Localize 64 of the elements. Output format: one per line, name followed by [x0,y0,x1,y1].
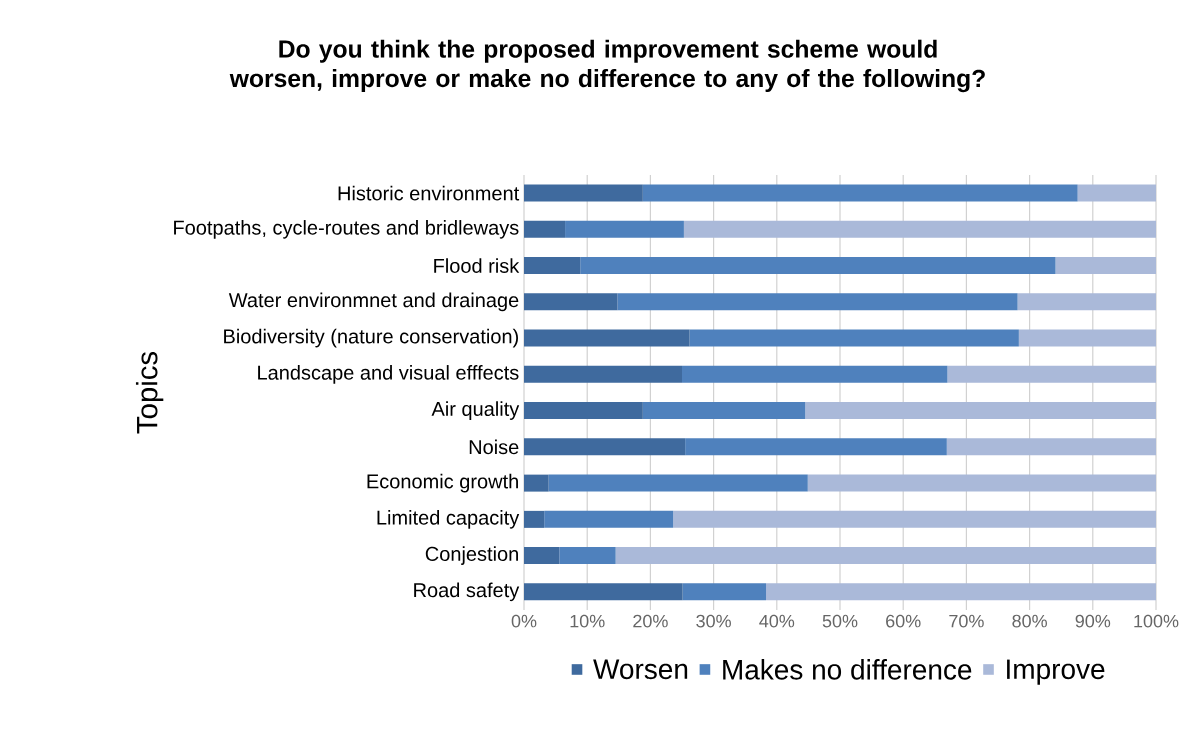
y-tick-label: Air quality [431,401,520,420]
legend-label: Improve [1007,659,1105,685]
bar [1018,329,1156,347]
bar [524,402,643,420]
y-tick-label: Conjestion [425,546,518,565]
y-axis-title: Topics [135,351,164,434]
x-tick-label: 100% [1134,614,1179,628]
x-tick-label: 0% [511,614,537,628]
bar [524,257,581,275]
bar [805,402,1156,420]
y-tick-label: Economic growth [367,473,518,493]
bar [524,184,643,202]
bar [548,474,808,492]
bar [673,510,1156,528]
x-tick-label: 80% [1012,614,1047,628]
bar [1077,184,1156,202]
x-tick-label: 30% [696,614,731,628]
y-tick-label: Limited capacity [377,510,520,529]
x-tick-label: 90% [1075,614,1111,628]
bar [524,365,682,383]
bar [615,547,1156,565]
bar [689,329,1019,347]
bar [524,510,545,528]
bar [524,583,683,601]
bar [682,365,948,383]
x-tick-label: 40% [759,614,795,628]
y-tick-label: Biodiversity (nature conservation) [224,328,518,348]
bar [946,438,1156,456]
y-tick-label: Landscape and visual efffects [258,365,519,384]
legend-label: Worsen [593,659,688,680]
bar [544,510,674,528]
bar [524,220,566,238]
bar [766,583,1156,601]
bar [617,293,1018,311]
bar [565,220,684,238]
bar [642,184,1078,202]
bar [559,547,616,565]
chart-title: Do you think the proposed improvement scheme would worsen, improve or make no difference to any of the following? [229,39,985,93]
bar [642,402,806,420]
x-tick-label: 10% [570,614,605,628]
y-tick-label: Flood risk [434,258,520,273]
bar [524,329,690,347]
y-tick-label: Footpaths, cycle-routes and bridleways [174,220,519,239]
bar [524,293,618,311]
x-tick-label: 50% [822,614,858,628]
x-tick-label: 20% [633,614,668,628]
bar [682,583,767,601]
x-tick-label: 60% [886,614,921,628]
bar [683,220,1156,238]
y-tick-label: Historic environment [338,185,520,201]
y-tick-label: Noise [469,439,519,455]
bar [580,257,1056,275]
legend-label: Makes no difference [723,659,972,680]
bar [524,474,549,492]
bar [807,474,1156,492]
bar [1055,257,1156,275]
bar [524,438,686,456]
y-tick-label: Road safety [414,582,520,602]
bar [1017,293,1156,311]
x-tick-label: 70% [949,614,984,628]
bar [524,547,560,565]
y-tick-label: Water environmnet and drainage [228,292,519,312]
bar [947,365,1156,383]
bar [685,438,947,456]
